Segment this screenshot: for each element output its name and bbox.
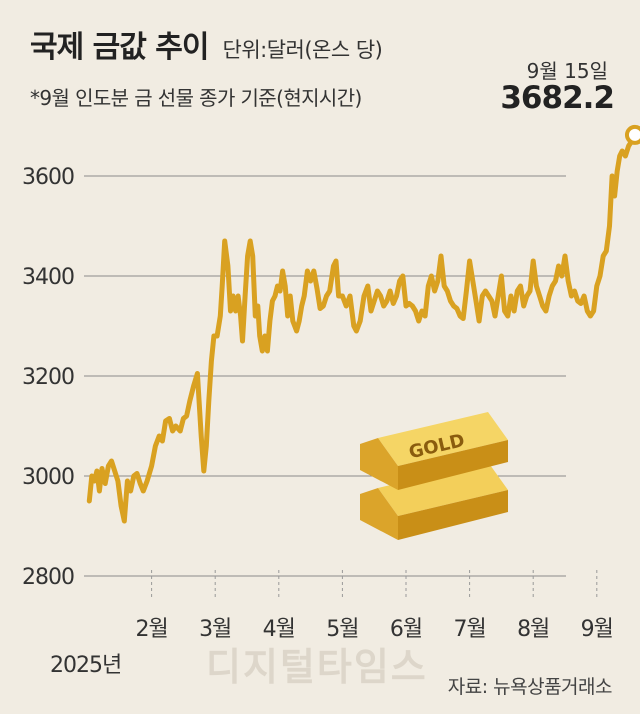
- grid-lines: [84, 175, 566, 577]
- y-axis-ticks: 3600 3400 3200 3000 2800: [22, 165, 75, 590]
- last-point-value: 3682.2: [500, 80, 615, 116]
- chart-title: 국제 금값 추이: [30, 30, 209, 65]
- last-point-date: 9월 15일: [526, 59, 608, 83]
- footnote: *9월 인도분 금 선물 종가 기준(현지시간): [30, 86, 362, 110]
- x-axis-ticks: 2월 3월 4월 5월 6월 7월 8월 9월: [135, 570, 614, 642]
- x-tick-label: 7월: [453, 617, 485, 642]
- gold-bar-illustration: GOLD: [360, 412, 508, 540]
- x-tick-label: 5월: [326, 617, 358, 642]
- x-tick-label: 2월: [135, 617, 167, 642]
- unit-label: 단위:달러(온스 당): [222, 38, 383, 62]
- x-tick-label: 9월: [581, 617, 613, 642]
- source-note: 자료: 뉴욕상품거래소: [447, 676, 613, 698]
- x-tick-label: 8월: [517, 617, 549, 642]
- x-tick-label: 4월: [263, 617, 295, 642]
- y-tick-label: 3400: [22, 265, 74, 290]
- y-tick-label: 3200: [22, 365, 74, 390]
- header: 국제 금값 추이 단위:달러(온스 당): [30, 22, 383, 66]
- year-label: 2025년: [50, 653, 121, 678]
- watermark: 디지털타임스: [206, 645, 428, 689]
- x-tick-label: 3월: [199, 617, 231, 642]
- y-tick-label: 2800: [22, 565, 74, 590]
- y-tick-label: 3000: [22, 465, 74, 490]
- last-point-marker: [624, 124, 640, 145]
- y-tick-label: 3600: [22, 165, 74, 190]
- series-line: [86, 132, 638, 524]
- x-tick-label: 6월: [390, 617, 422, 642]
